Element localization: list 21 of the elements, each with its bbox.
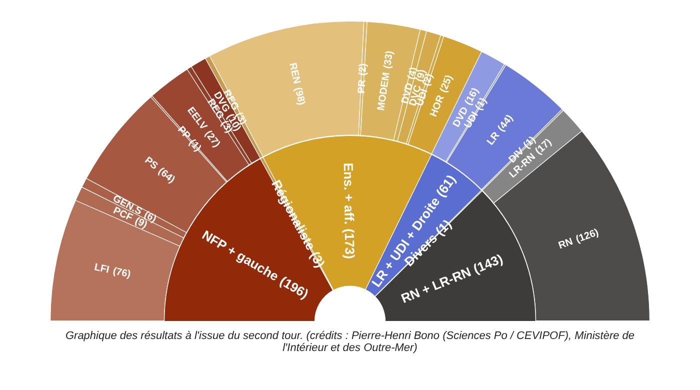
data-label: (98) (292, 86, 307, 106)
slice-label: PR (356, 79, 368, 94)
slice-label: LFI (93, 262, 110, 276)
slice-label: MODEM (376, 72, 392, 112)
data-label: (61) (432, 172, 459, 200)
data-label: (33) (382, 50, 396, 70)
slice-label: RN (557, 236, 574, 252)
data-label: (27) (202, 128, 222, 150)
data-label: (25) (438, 74, 456, 94)
data-label: (173) (342, 228, 358, 259)
slice-label: Ens. + aff. (340, 162, 357, 225)
data-label: (76) (112, 266, 132, 280)
slice-label: REN (286, 62, 302, 85)
data-label: (3) (307, 248, 328, 270)
data-label: (126) (574, 227, 600, 246)
data-label: (143) (471, 251, 505, 276)
slice-label: HOR (428, 94, 447, 119)
data-label: (1) (186, 137, 203, 154)
data-label: (2) (357, 63, 370, 76)
data-label: (44) (496, 113, 516, 134)
text: Graphique des résultats à l'issue du second tour. (crédits : Pierre-Henri Bono (Sciences Po / CEVIPOF), Ministère de l'Intérieur et des Outre-Mer) (64, 330, 636, 354)
